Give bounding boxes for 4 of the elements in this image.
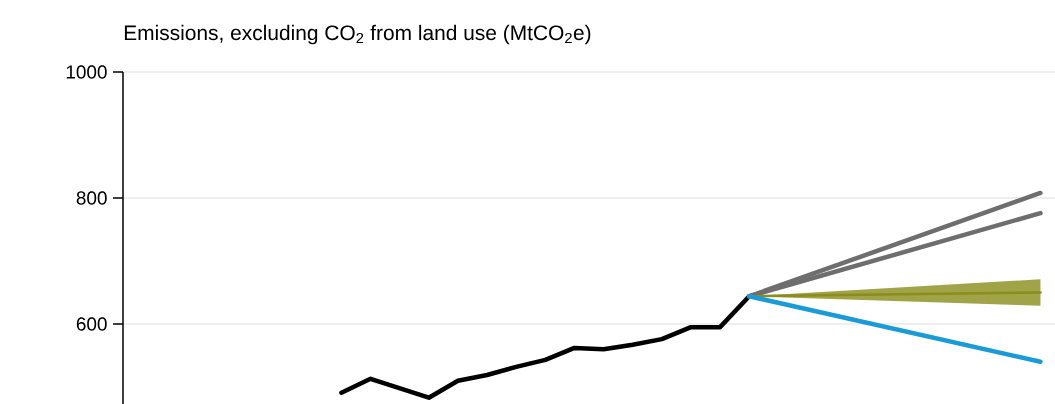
- y-tick-label: 1000: [66, 65, 107, 79]
- y-tick-label: 800: [76, 191, 107, 205]
- y-tick-label: 600: [76, 317, 107, 331]
- y-axis-title: Emissions, excluding CO$_{2}$ from land use (MtCO$_{2}$e): [124, 24, 591, 45]
